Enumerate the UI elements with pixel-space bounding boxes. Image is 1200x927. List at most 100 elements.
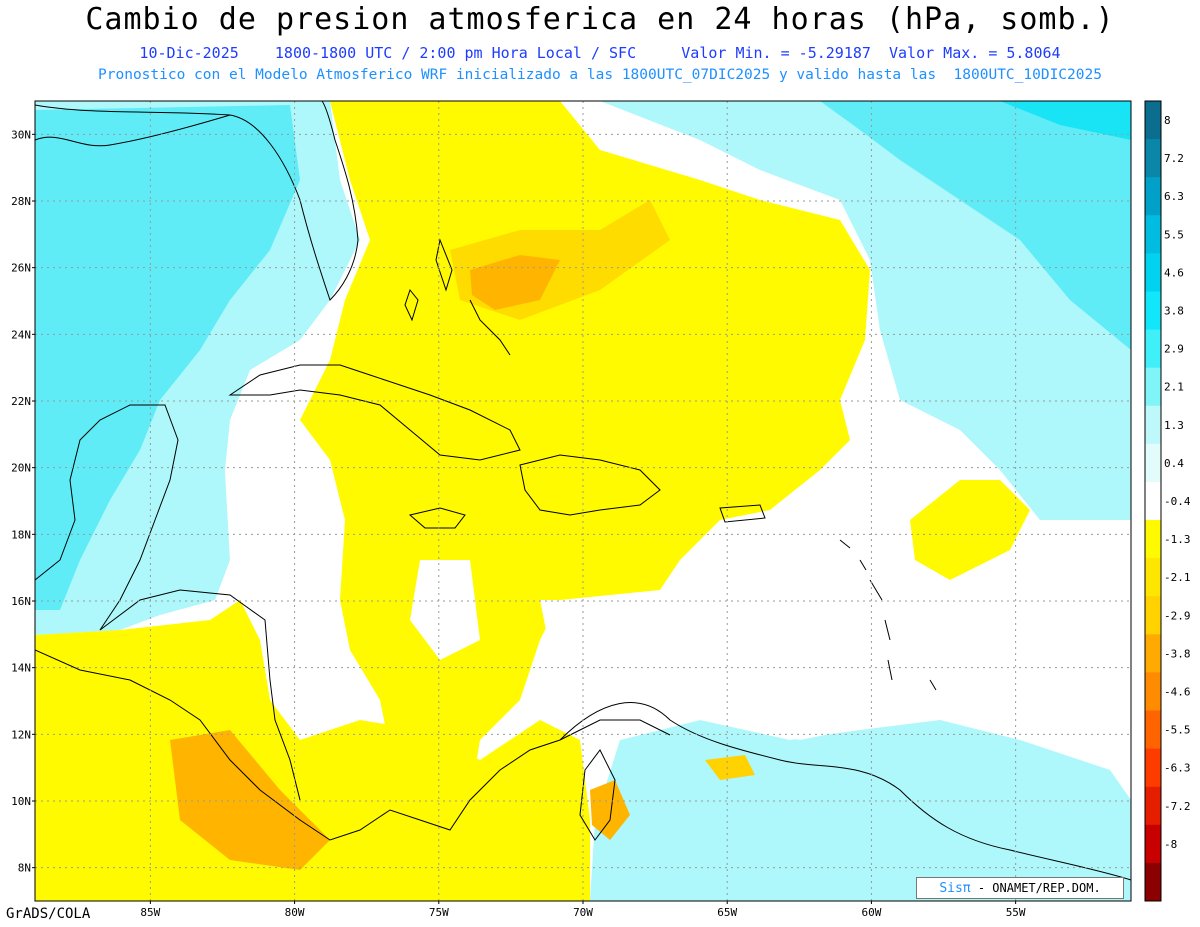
lat-tick-label: 20N [11, 462, 31, 475]
colorbar-label: -2.9 [1164, 609, 1191, 622]
colorbar-swatch [1145, 824, 1161, 864]
footer-grads: GrADS/COLA [6, 906, 91, 922]
lat-tick-label: 12N [11, 728, 31, 741]
colorbar-swatch [1145, 786, 1161, 826]
subtitle-date-range: 10-Dic-2025 1800-1800 UTC / 2:00 pm Hora… [139, 44, 1061, 62]
coast-bahamas-2 [435, 238, 453, 292]
lat-tick-label: 18N [11, 528, 31, 541]
colorbar-label: -0.4 [1164, 495, 1191, 508]
colorbar-label: 1.3 [1164, 419, 1184, 432]
colorbar-label: -6.3 [1164, 762, 1191, 775]
gridlines [35, 101, 1131, 901]
colorbar-label: 8 [1164, 114, 1171, 127]
colorbar-label: -1.3 [1164, 533, 1191, 546]
coast-venezuela [559, 702, 1131, 881]
colorbar-swatch [1145, 596, 1161, 635]
colorbar-swatch [1145, 634, 1161, 673]
colorbar-swatch [1145, 139, 1161, 178]
lat-tick-label: 28N [11, 195, 31, 208]
lon-tick-label: 65W [717, 906, 737, 919]
lat-tick-label: 26N [11, 262, 31, 275]
lon-tick-label: 75W [429, 906, 449, 919]
colorbar-label: 2.9 [1164, 343, 1184, 356]
coast-central-am [35, 649, 671, 841]
colorbar-label: -3.8 [1164, 647, 1191, 660]
field-orange-colombia [590, 780, 630, 840]
credit-text: - ONAMET/REP.DOM. [970, 881, 1101, 895]
field-yellow-central-am [35, 600, 590, 901]
colorbar-label: 5.5 [1164, 228, 1184, 241]
colorbar-swatch [1145, 291, 1161, 331]
coast-jamaica [408, 507, 466, 529]
colorbar-swatch [1145, 367, 1161, 407]
lon-axis-labels: 85W 80W 75W 70W 65W 60W 55W [140, 901, 1026, 919]
colorbar-swatch [1145, 101, 1161, 140]
coast-bahamas-3 [469, 299, 511, 356]
coast-puerto-rico [719, 504, 766, 523]
lat-tick-label: 16N [11, 595, 31, 608]
colorbar-label: 7.2 [1164, 152, 1184, 165]
lat-tick-label: 14N [11, 662, 31, 675]
coastline-layer [35, 101, 1131, 881]
colorbar-swatch [1145, 558, 1161, 597]
colorbar-label: -4.6 [1164, 685, 1191, 698]
subtitle-model-info: Pronostico con el Modelo Atmosferico WRF… [98, 67, 1102, 83]
coast-cuba [228, 364, 521, 461]
field-white-hole-2 [540, 600, 920, 740]
lat-tick-label: 10N [11, 795, 31, 808]
colorbar-swatch [1145, 329, 1161, 369]
colorbar-label: 0.4 [1164, 457, 1184, 470]
lon-tick-label: 60W [861, 906, 881, 919]
field-yellow-east [910, 480, 1030, 580]
colorbar-label: 2.1 [1164, 381, 1184, 394]
colorbar: 8 7.2 6.3 5.5 4.6 3.8 2.9 2.1 1.3 0.4 -0.4 -1.3 -2.1… [1144, 100, 1191, 902]
colorbar-swatch [1145, 672, 1161, 712]
field-orange-venezuela [705, 755, 755, 780]
coast-bahamas-1 [404, 288, 419, 322]
colorbar-swatch [1145, 862, 1161, 902]
field-cyan-atlantic-top [1000, 101, 1131, 140]
coast-gulf-north [35, 114, 231, 147]
colorbar-label: -2.1 [1164, 571, 1191, 584]
colorbar-label: 6.3 [1164, 190, 1184, 203]
colorbar-label: -7.2 [1164, 800, 1191, 813]
coast-maracaibo [579, 749, 616, 841]
colorbar-swatch [1145, 443, 1161, 483]
field-cyan-gulf-strong [35, 105, 300, 610]
colorbar-label: 4.6 [1164, 266, 1184, 279]
field-orange-bahamas-core [470, 255, 560, 310]
coast-yucatan [35, 404, 179, 631]
colorbar-label: -8 [1164, 838, 1177, 851]
lon-tick-label: 55W [1006, 906, 1026, 919]
colorbar-frame [1144, 100, 1162, 902]
colorbar-swatch [1145, 481, 1161, 521]
colorbar-label: -5.5 [1164, 724, 1191, 737]
colorbar-swatch [1145, 710, 1161, 750]
lat-axis-labels: 30N 28N 26N 24N 22N 20N 18N 16N 14N 12N 10N 8N [11, 128, 35, 875]
chart-title: Cambio de presion atmosferica en 24 hora… [85, 2, 1115, 37]
lat-tick-label: 8N [18, 862, 31, 875]
field-white-hole-3 [225, 470, 330, 620]
lon-tick-label: 70W [573, 906, 593, 919]
field-white-hole-1 [410, 560, 480, 660]
lat-tick-label: 22N [11, 395, 31, 408]
colorbar-swatch [1145, 405, 1161, 445]
colorbar-swatch [1145, 215, 1161, 254]
colorbar-swatch [1145, 520, 1161, 559]
field-orange-costa-rica [170, 730, 330, 870]
lon-tick-label: 85W [140, 906, 160, 919]
colorbar-swatch [1145, 177, 1161, 216]
credit-brand: Sisπ [939, 881, 971, 896]
coast-antilles [839, 539, 937, 691]
coast-florida [35, 101, 359, 301]
lat-tick-label: 24N [11, 328, 31, 341]
lon-tick-label: 80W [285, 906, 305, 919]
credit-box: Sisπ - ONAMET/REP.DOM. [916, 877, 1124, 899]
coast-honduras [99, 589, 301, 801]
colorbar-swatch [1145, 253, 1161, 292]
colorbar-swatch [1145, 748, 1161, 788]
lat-tick-label: 30N [11, 128, 31, 141]
field-cyan-atlantic-strong [820, 101, 1131, 350]
coast-hispaniola [519, 454, 661, 516]
